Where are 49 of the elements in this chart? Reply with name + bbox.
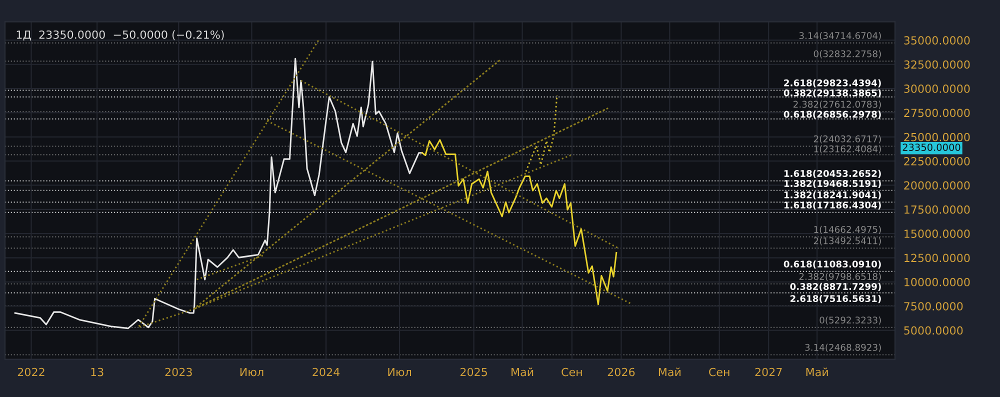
ref-line-label: 0.382(29138.3865) <box>784 89 881 98</box>
y-tick-label: 10000.0000 <box>904 278 970 286</box>
x-tick-label: 13 <box>91 368 104 376</box>
y-tick-label: 32500.0000 <box>904 60 970 69</box>
x-tick-label: Май <box>658 368 680 376</box>
ref-line-label: 2(24032.6717) <box>814 135 881 144</box>
y-tick-label: 5000.0000 <box>904 326 963 335</box>
y-tick-label: 7500.0000 <box>904 302 963 310</box>
x-tick-label: 2023 <box>165 368 192 376</box>
y-tick-label: 22500.0000 <box>904 157 970 166</box>
ref-line-label: 1.382(18241.9041) <box>784 191 881 200</box>
y-tick-label: 20000.0000 <box>904 181 970 190</box>
y-tick-label: 27500.0000 <box>904 108 970 118</box>
text: 23350.0000 <box>902 144 960 151</box>
x-tick-label: Май <box>806 368 828 376</box>
ref-line-label: 1.618(20453.2652) <box>784 170 881 178</box>
ref-line-label: 0(32832.2758) <box>814 50 881 58</box>
ref-line-label: 2.382(9798.6518) <box>799 272 881 282</box>
text: 1Д 23350.0000 −50.0000 (−0.21%) <box>16 30 224 40</box>
y-tick-label: 12500.0000 <box>904 254 970 262</box>
ref-line-label: 2.618(29823.4394) <box>784 79 881 88</box>
y-tick-label: 25000.0000 <box>904 132 970 142</box>
ref-line-label: 0.618(26856.2978) <box>784 110 881 119</box>
x-tick-label: 2027 <box>755 368 782 376</box>
ref-line-label: 0(5292.3233) <box>820 316 881 325</box>
x-tick-label: 2022 <box>18 368 44 376</box>
x-tick-label: 2026 <box>608 368 635 376</box>
y-tick-label: 30000.0000 <box>904 84 970 93</box>
x-tick-label: Июл <box>240 368 264 376</box>
ref-line-label: 2.382(27612.0783) <box>794 100 881 109</box>
x-tick-label: Июл <box>388 368 411 376</box>
x-tick-label: 2024 <box>312 368 340 376</box>
ref-line-label: 1.382(19468.5191) <box>784 180 881 188</box>
ref-line-label: 0.382(8871.7299) <box>790 282 881 292</box>
x-tick-label: 2025 <box>460 368 487 376</box>
x-tick-label: Сен <box>562 368 582 376</box>
ref-line-label: 0.618(11083.0910) <box>784 260 881 269</box>
y-tick-label: 35000.0000 <box>904 36 970 45</box>
ref-line-label: 1(14662.4975) <box>814 226 881 234</box>
ref-line-label: 2.618(7516.5631) <box>790 294 881 304</box>
ref-line-label: 3.14(2468.8923) <box>805 344 881 352</box>
ref-line-label: 1(23162.4084) <box>814 145 881 154</box>
ref-line-label: 1.618(17186.4304) <box>784 201 881 210</box>
y-tick-label: 17500.0000 <box>904 205 970 214</box>
x-tick-label: Сен <box>709 368 730 376</box>
ref-line-label: 3.14(34714.6704) <box>799 32 881 40</box>
x-tick-label: Май <box>512 368 534 376</box>
ref-line-label: 2(13492.5411) <box>814 237 881 246</box>
y-tick-label: 15000.0000 <box>904 230 970 238</box>
